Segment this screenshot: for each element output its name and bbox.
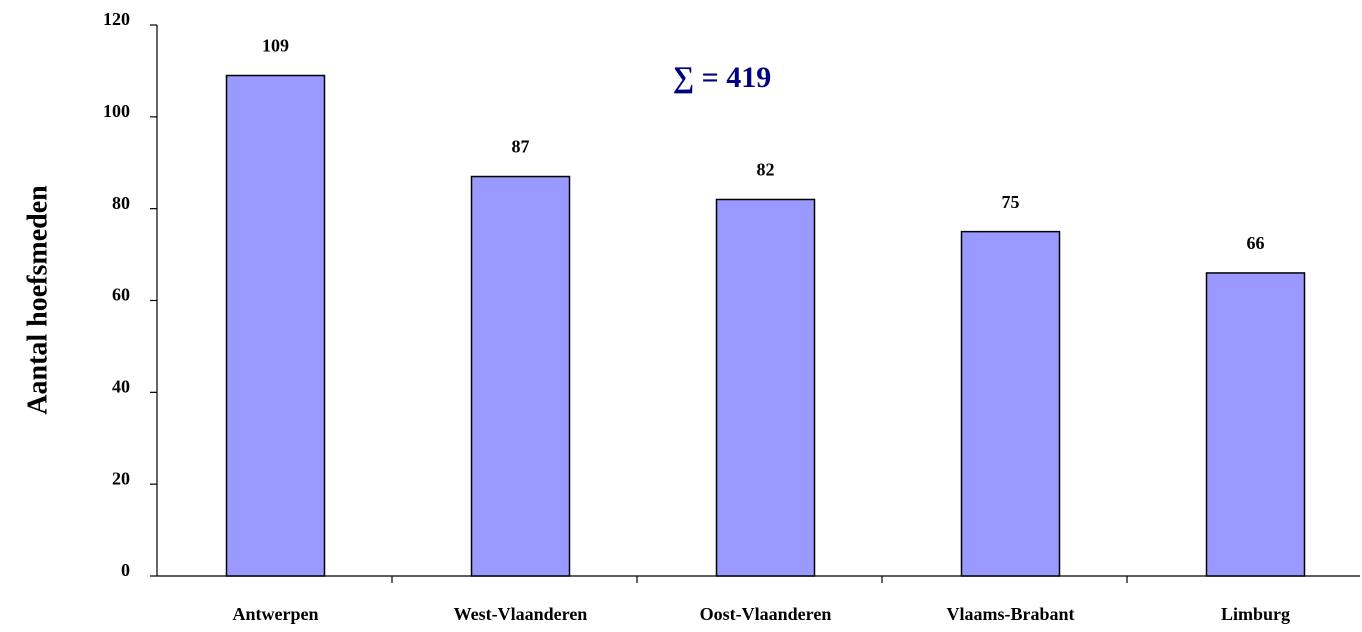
bar (470, 175, 571, 577)
y-tick-label: 80 (112, 193, 130, 213)
y-tick-label: 40 (112, 376, 130, 396)
x-tick-label: Limburg (1221, 604, 1290, 624)
bar (225, 74, 326, 577)
x-tick-label: Vlaams-Brabant (946, 604, 1074, 624)
y-tick-label: 0 (121, 560, 130, 580)
value-label: 87 (512, 137, 530, 157)
bar (715, 198, 816, 577)
y-axis-label: Aantal hoefsmeden (22, 185, 53, 415)
value-label: 82 (757, 160, 775, 180)
bar (1205, 272, 1306, 577)
y-tick-label: 100 (103, 101, 130, 121)
x-tick-label: Antwerpen (233, 604, 319, 624)
x-tick-label: Oost-Vlaanderen (700, 604, 832, 624)
y-tick-label: 20 (112, 468, 130, 488)
value-label: 109 (262, 36, 289, 56)
value-label: 75 (1002, 192, 1020, 212)
bar (960, 230, 1061, 577)
y-tick-label: 60 (112, 285, 130, 305)
annotation: ∑ = 419 (673, 61, 771, 94)
y-tick-label: 120 (103, 9, 130, 29)
x-tick-label: West-Vlaanderen (454, 604, 588, 624)
value-label: 66 (1247, 233, 1265, 253)
